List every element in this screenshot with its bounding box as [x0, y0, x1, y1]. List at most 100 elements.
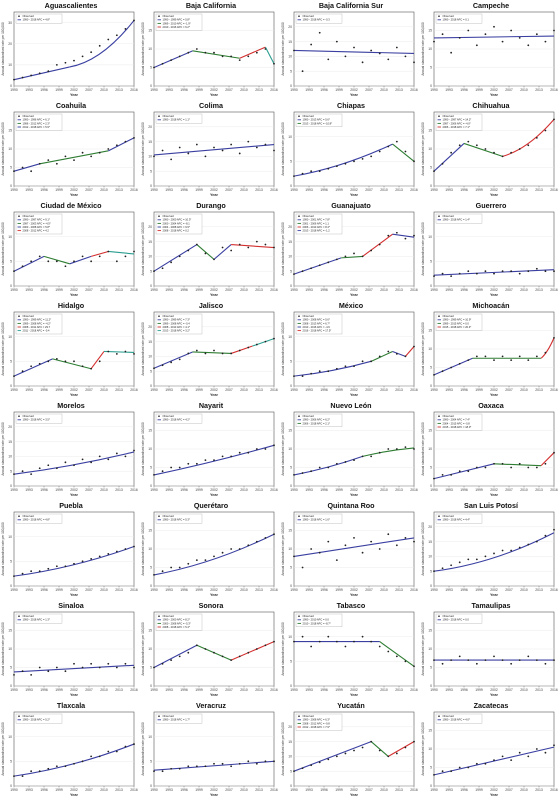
x-tick-label: 1993: [305, 688, 313, 692]
x-axis-label: Year: [350, 293, 359, 297]
observed-point: [344, 55, 347, 58]
observed-point: [255, 448, 258, 450]
observed-point: [484, 555, 487, 558]
x-tick-label: 1990: [430, 288, 438, 292]
observed-point: [493, 25, 495, 28]
observed-point: [221, 149, 224, 152]
observed-point: [178, 255, 181, 258]
legend-entry: 2004 - 2008 APC = 9.9*: [163, 225, 190, 229]
observed-point: [81, 760, 84, 763]
x-tick-label: 2007: [505, 588, 513, 592]
x-tick-label: 1996: [320, 688, 328, 692]
observed-point: [327, 261, 330, 264]
observed-point: [378, 548, 381, 550]
x-tick-label: 1990: [290, 588, 298, 592]
legend-box: [295, 413, 343, 427]
observed-point: [467, 766, 470, 769]
legend-box: [295, 313, 343, 335]
x-tick-label: 2002: [70, 288, 78, 292]
observed-point: [450, 275, 453, 278]
observed-point: [370, 740, 373, 743]
observed-point: [387, 234, 390, 237]
legend-entry: Observed: [303, 714, 315, 718]
observed-point: [187, 765, 190, 768]
observed-point: [433, 170, 435, 173]
observed-point: [413, 160, 415, 163]
observed-point: [21, 572, 24, 575]
observed-point: [238, 451, 241, 454]
plot-frame: [153, 111, 275, 187]
x-tick-label: 2013: [395, 388, 403, 392]
observed-point: [450, 770, 453, 773]
y-tick-label: 5: [290, 69, 292, 73]
y-axis-label: Annual standardised rate per 100,000: [141, 622, 145, 676]
observed-point: [475, 466, 478, 469]
x-tick-label: 2002: [70, 188, 78, 192]
legend-marker: [298, 215, 300, 217]
observed-point: [81, 458, 84, 461]
legend-marker: [158, 715, 160, 717]
x-axis-label: Year: [350, 393, 359, 397]
legend-marker: [438, 615, 440, 617]
y-tick-label: 5: [10, 760, 12, 764]
legend-entry: Observed: [443, 314, 455, 318]
observed-point: [230, 659, 233, 661]
chart-svg: 0 5 10 15 1990 1993 1996 1999 2002 2007 2010 2013 20…: [1, 611, 138, 697]
y-tick-label: 0: [150, 184, 152, 188]
y-tick-label: 20: [148, 325, 152, 329]
chart-panel: Ciudad de México 0 5 10 1990 1993 1996 1999 2002…: [0, 200, 140, 300]
legend-entry: 2000 - 2008 APC = -5.3*: [163, 621, 191, 625]
chart-svg: 0 5 10 1990 1993 1996 1999 2002 2007 2010 2013 2016…: [281, 311, 418, 397]
legend-entry: Observed: [163, 114, 175, 118]
y-tick-label: 5: [290, 466, 292, 470]
x-tick-label: 2002: [210, 688, 218, 692]
observed-point: [30, 770, 33, 773]
x-tick-label: 1999: [55, 488, 63, 492]
x-axis-label: Year: [490, 393, 499, 397]
x-tick-label: 2007: [225, 588, 233, 592]
x-tick-label: 2002: [210, 188, 218, 192]
legend-entry: 2008 - 2018 APC = 5.4*: [163, 625, 190, 629]
x-tick-label: 2007: [225, 788, 233, 792]
x-tick-label: 2010: [100, 288, 108, 292]
legend-entry: 2013 - 2018 APC = -1.2: [303, 229, 331, 233]
x-tick-label: 1993: [445, 688, 453, 692]
observed-point: [535, 540, 538, 543]
y-tick-label: 5: [10, 560, 12, 564]
observed-point: [187, 562, 190, 565]
observed-point: [55, 467, 58, 470]
observed-point: [38, 72, 41, 75]
observed-point: [187, 651, 190, 654]
trend-segment: [293, 49, 415, 54]
observed-point: [327, 167, 330, 170]
observed-point: [124, 455, 127, 458]
panel-title: Nayarit: [198, 401, 224, 410]
x-tick-label: 2016: [410, 588, 418, 592]
observed-point: [301, 635, 304, 638]
observed-point: [153, 666, 155, 669]
observed-point: [493, 552, 495, 555]
y-tick-label: 0: [430, 284, 432, 288]
observed-point: [178, 566, 181, 569]
legend-entry: 1990 - 2013 APC = 5.6*: [303, 118, 330, 122]
x-tick-label: 1999: [55, 288, 63, 292]
x-tick-label: 2010: [100, 488, 108, 492]
observed-point: [387, 650, 390, 653]
observed-point: [353, 749, 355, 752]
observed-point: [404, 746, 407, 749]
x-tick-label: 2016: [550, 488, 558, 492]
x-tick-label: 1996: [40, 288, 48, 292]
observed-point: [64, 565, 67, 568]
observed-point: [133, 743, 135, 745]
x-tick-label: 2007: [365, 788, 373, 792]
legend-entry: 1990 - 1999 APC = 10.9*: [443, 318, 472, 322]
y-axis-label: Annual standardised rate per 100,000: [141, 222, 145, 276]
x-tick-label: 2002: [350, 588, 358, 592]
observed-point: [395, 752, 398, 755]
observed-point: [387, 58, 390, 61]
x-tick-label: 2007: [365, 188, 373, 192]
observed-point: [441, 162, 444, 165]
y-tick-label: 20: [8, 42, 12, 46]
